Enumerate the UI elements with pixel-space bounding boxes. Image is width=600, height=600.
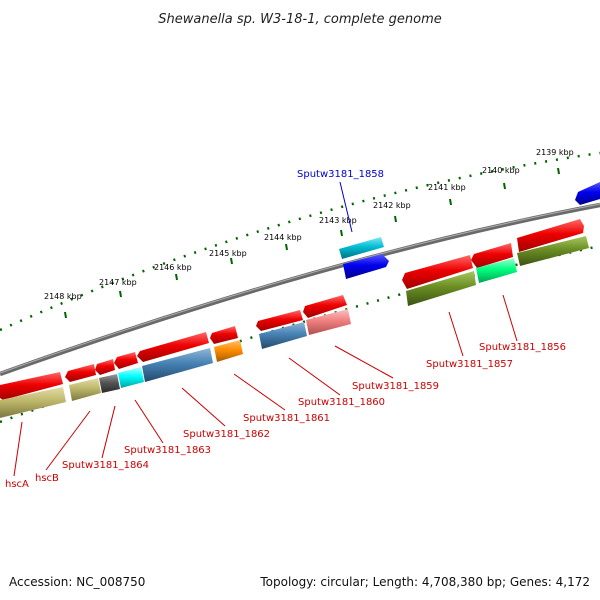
tick-label: 2142 kbp	[373, 201, 411, 210]
tick-label: 2147 kbp	[99, 278, 137, 287]
gene-arrow[interactable]	[95, 359, 115, 375]
gene-label[interactable]: Sputw3181_1861	[243, 413, 330, 424]
tick-label: 2141 kbp	[428, 183, 466, 192]
cds-bar[interactable]	[0, 387, 66, 418]
gene-arrow[interactable]	[517, 219, 584, 252]
gene-arrow[interactable]	[471, 243, 513, 268]
gene-labels: Sputw3181_1858 Sputw3181_1856 Sputw3181_…	[5, 169, 566, 490]
tick-label: 2146 kbp	[154, 263, 192, 272]
map-title: Shewanella sp. W3-18-1, complete genome	[158, 12, 441, 27]
gene-arrow[interactable]	[256, 310, 303, 331]
topology-text: Topology: circular; Length: 4,708,380 bp…	[259, 575, 590, 589]
gene-arrow[interactable]	[114, 352, 138, 369]
forward-strand-features	[0, 182, 600, 400]
gene-label[interactable]: Sputw3181_1857	[426, 359, 513, 370]
gene-label[interactable]: Sputw3181_1864	[62, 460, 149, 471]
gene-arrow[interactable]	[0, 372, 63, 400]
gene-arrow[interactable]	[137, 332, 209, 362]
gene-label[interactable]: Sputw3181_1856	[479, 342, 566, 353]
outer-tick-ruler	[0, 151, 600, 332]
cds-bar[interactable]	[69, 378, 101, 401]
cds-bar[interactable]	[142, 348, 213, 382]
cds-features	[0, 236, 589, 418]
gene-label[interactable]: Sputw3181_1860	[298, 397, 385, 408]
tick-label: 2143 kbp	[319, 216, 357, 225]
gene-arrow[interactable]	[339, 237, 384, 259]
tick-label: 2140 kbp	[482, 166, 520, 175]
gene-arrow[interactable]	[402, 255, 473, 289]
cds-bar[interactable]	[406, 271, 476, 306]
gene-arrow[interactable]	[210, 326, 238, 344]
gene-arrow[interactable]	[303, 295, 347, 318]
gene-arrow[interactable]	[575, 182, 600, 205]
gene-label[interactable]: Sputw3181_1858	[297, 169, 384, 180]
genome-backbone-highlight	[0, 203, 600, 374]
gene-label[interactable]: Sputw3181_1862	[183, 429, 270, 440]
kbp-tick-labels: 2148 kbp 2147 kbp 2146 kbp 2145 kbp 2144…	[44, 148, 574, 319]
tick-label: 2145 kbp	[209, 249, 247, 258]
cds-bar[interactable]	[476, 258, 517, 283]
cds-bar[interactable]	[306, 309, 351, 335]
genome-backbone	[0, 202, 600, 377]
gene-label[interactable]: Sputw3181_1863	[124, 445, 211, 456]
cds-bar[interactable]	[214, 340, 243, 362]
gene-arrow[interactable]	[65, 364, 96, 382]
cds-bar[interactable]	[99, 374, 120, 393]
cds-bar[interactable]	[259, 322, 307, 349]
tick-label: 2148 kbp	[44, 292, 82, 301]
tick-label: 2144 kbp	[264, 233, 302, 242]
tick-label: 2139 kbp	[536, 148, 574, 157]
cds-bar[interactable]	[118, 367, 144, 388]
cds-bar[interactable]	[517, 236, 589, 266]
gene-arrow[interactable]	[343, 254, 389, 279]
gene-label[interactable]: hscA	[5, 479, 29, 490]
accession-text: Accession: NC_008750	[9, 575, 145, 589]
gene-label[interactable]: Sputw3181_1859	[352, 381, 439, 392]
label-leaders	[13, 181, 518, 477]
gene-label[interactable]: hscB	[35, 473, 59, 484]
